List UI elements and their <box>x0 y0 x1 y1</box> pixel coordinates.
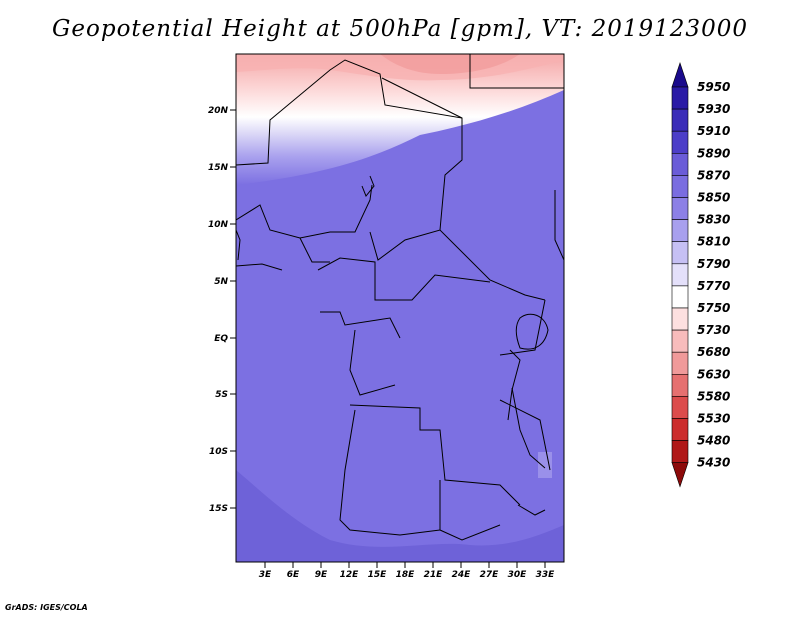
lon-label-21e: 21E <box>424 570 444 580</box>
lat-label-10n: 10N <box>208 220 229 230</box>
lat-tick-10s: 10S <box>209 447 236 457</box>
lon-tick-9e: 9E <box>315 562 328 580</box>
lon-label-27e: 27E <box>480 570 500 580</box>
lon-tick-33e: 33E <box>536 562 556 580</box>
lon-tick-3e: 3E <box>259 562 272 580</box>
colorbar-swatch <box>671 418 689 441</box>
colorbar-label: 5770 <box>697 279 730 293</box>
lat-tick-20n: 20N <box>208 106 236 116</box>
lat-tick-15n: 15N <box>208 163 236 173</box>
colorbar-swatch <box>671 86 689 110</box>
colorbar-label: 5530 <box>697 412 730 426</box>
lon-label-24e: 24E <box>452 570 472 580</box>
map-title: Geopotential Height at 500hPa [gpm], VT:… <box>52 16 748 42</box>
colorbar-label: 5910 <box>697 124 730 138</box>
lon-label-3e: 3E <box>259 570 272 580</box>
colorbar-label: 5730 <box>697 323 730 337</box>
lon-tick-30e: 30E <box>508 562 528 580</box>
colorbar-swatch <box>671 329 689 353</box>
colorbar-label: 5830 <box>697 213 730 227</box>
colorbar-swatch <box>671 153 689 176</box>
colorbar-label: 5480 <box>697 434 730 448</box>
lat-label-5n: 5N <box>214 277 228 287</box>
lat-tick-10n: 10N <box>208 220 236 230</box>
lon-tick-12e: 12E <box>340 562 360 580</box>
lat-label-15s: 15S <box>209 504 228 514</box>
lat-tick-15s: 15S <box>209 504 236 514</box>
colorbar-label: 5810 <box>697 235 730 249</box>
lon-label-30e: 30E <box>508 570 528 580</box>
colorbar-swatch <box>671 175 689 198</box>
colorbar-swatch <box>671 130 689 154</box>
colorbar-swatch <box>671 285 689 309</box>
latitude-axis: 20N 15N 10N 5N EQ 5S 10S 15S <box>208 106 236 514</box>
colorbar-label: 5890 <box>697 146 730 160</box>
colorbar-swatch <box>671 307 689 331</box>
colorbar-label: 5870 <box>697 168 730 182</box>
map-fill <box>236 54 564 562</box>
colorbar-swatch <box>671 219 689 243</box>
colorbar-label: 5580 <box>697 389 730 403</box>
lon-tick-6e: 6E <box>287 562 300 580</box>
lat-label-20n: 20N <box>208 106 229 116</box>
lat-tick-5s: 5S <box>215 390 236 400</box>
colorbar-swatch <box>671 440 689 464</box>
lat-tick-5n: 5N <box>214 277 236 287</box>
colorbar-swatch <box>671 108 689 132</box>
longitude-axis: 3E 6E 9E 12E 15E 18E 21E 24E 27E 30E 33E <box>259 562 555 580</box>
colorbar-label: 5430 <box>697 456 730 470</box>
lon-label-12e: 12E <box>340 570 360 580</box>
colorbar-swatch <box>671 373 689 397</box>
lat-label-eq: EQ <box>214 334 228 344</box>
lon-label-15e: 15E <box>368 570 388 580</box>
lon-tick-15e: 15E <box>368 562 388 580</box>
lon-tick-18e: 18E <box>396 562 416 580</box>
colorbar: 5950 5930 5910 5890 5870 5850 5830 5810 5790 5770… <box>671 62 730 488</box>
lat-label-10s: 10S <box>209 447 228 457</box>
colorbar-swatch <box>671 197 689 220</box>
credit-text: GrADS: IGES/COLA <box>5 603 88 612</box>
lon-tick-27e: 27E <box>480 562 500 580</box>
lat-tick-eq: EQ <box>214 334 236 344</box>
colorbar-label: 5680 <box>697 345 730 359</box>
lon-tick-21e: 21E <box>424 562 444 580</box>
map-frame <box>235 53 565 563</box>
colorbar-swatch <box>671 462 689 488</box>
lon-label-18e: 18E <box>396 570 416 580</box>
colorbar-swatch <box>671 351 689 375</box>
colorbar-swatch <box>671 62 689 88</box>
lon-label-33e: 33E <box>536 570 556 580</box>
lat-label-15n: 15N <box>208 163 229 173</box>
colorbar-label: 5950 <box>697 80 730 94</box>
lat-label-5s: 5S <box>215 390 228 400</box>
lon-label-6e: 6E <box>287 570 300 580</box>
lon-label-9e: 9E <box>315 570 328 580</box>
colorbar-swatch <box>671 241 689 265</box>
colorbar-label: 5630 <box>697 367 730 381</box>
country-borders <box>236 54 564 541</box>
colorbar-label: 5850 <box>697 191 730 205</box>
colorbar-label: 5790 <box>697 257 730 271</box>
lon-tick-24e: 24E <box>452 562 472 580</box>
colorbar-swatch <box>671 396 689 419</box>
colorbar-label: 5930 <box>697 102 730 116</box>
colorbar-label: 5750 <box>697 301 730 315</box>
colorbar-swatch <box>671 263 689 287</box>
